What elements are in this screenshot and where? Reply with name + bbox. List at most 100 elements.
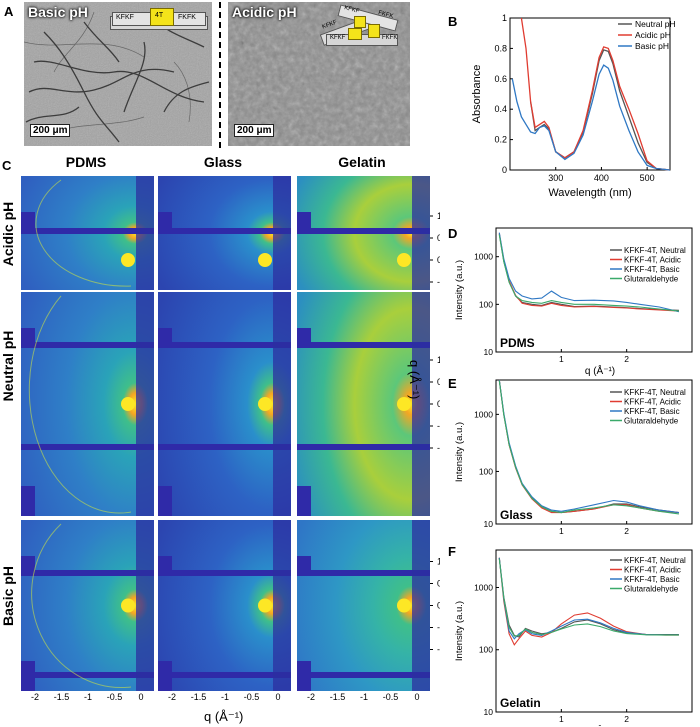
detector-block bbox=[21, 661, 35, 691]
chart-E-ytick-label: 1000 bbox=[474, 409, 493, 419]
chart-E-legend-label: KFKF-4T, Neutral bbox=[624, 388, 686, 397]
chart-E-ytick-label: 10 bbox=[484, 519, 494, 529]
chart-D-ytick-label: 100 bbox=[479, 299, 493, 309]
chart-b-xlabel: Wavelength (nm) bbox=[548, 187, 631, 199]
chart-D-xtick-label: 2 bbox=[624, 354, 629, 364]
thiophene-core-text: 4T bbox=[155, 12, 164, 19]
panel-a-divider bbox=[219, 2, 221, 148]
chart-F-xlabel: q (Å⁻¹) bbox=[585, 724, 615, 726]
beamstop-shadow bbox=[136, 176, 154, 290]
scale-bar-basic: 200 μm bbox=[30, 124, 71, 137]
waxs-right-tick-label: 0 bbox=[437, 601, 440, 611]
waxs-bottom-tick-label: -1 bbox=[84, 692, 92, 702]
chart-D-frame bbox=[495, 227, 693, 353]
scale-bar-acidic: 200 μm bbox=[234, 124, 275, 137]
waxs-right-tick-label: -1 bbox=[437, 645, 440, 655]
waxs-right-tick-label: 0.5 bbox=[437, 377, 440, 387]
chart-b-ytick-label: 0 bbox=[502, 165, 507, 175]
detector-gap bbox=[158, 228, 291, 234]
beamstop-shadow bbox=[412, 176, 430, 290]
chart-F-substrate-label: Gelatin bbox=[500, 696, 541, 710]
beam-center bbox=[397, 397, 411, 411]
waxs-panel-r0-c1 bbox=[158, 176, 291, 290]
waxs-right-tick-label: -0.5 bbox=[437, 277, 440, 287]
waxs-grid: 1 0.5 0 -0.5 1 0.5 0 -0.5 -1 1 0.5 0 -0.5 -1 -2 -1.5 -1 -… bbox=[21, 176, 440, 702]
chart-F-ytick-label: 1000 bbox=[474, 582, 493, 592]
chart-F-legend-label: KFKF-4T, Neutral bbox=[624, 556, 686, 565]
chart-F-series-3 bbox=[498, 558, 679, 637]
beam-center bbox=[121, 253, 135, 267]
waxs-bottom-tick-label: -1.5 bbox=[330, 692, 346, 702]
detector-block bbox=[21, 328, 35, 344]
chart-E-ylabel: Intensity (a.u.) bbox=[454, 422, 465, 482]
diffraction-ring bbox=[35, 179, 132, 287]
column-header-gelatin: Gelatin bbox=[338, 154, 386, 170]
detector-gap bbox=[297, 342, 430, 348]
chart-D-ytick-label: 10 bbox=[484, 347, 494, 357]
chart-D-legend-label: KFKF-4T, Neutral bbox=[624, 246, 686, 255]
diffraction-ring bbox=[28, 295, 132, 514]
detector-block bbox=[297, 328, 311, 344]
panel-d-label: D bbox=[448, 226, 458, 241]
waxs-right-tick-label: 0.5 bbox=[437, 579, 440, 589]
waxs-right-tick-label: 0 bbox=[437, 399, 440, 409]
peptide-schematic-basic: KFKF FKFK 4T bbox=[110, 8, 208, 30]
chart-F-xtick-label: 2 bbox=[624, 714, 629, 724]
chart-b-ytick-label: 1 bbox=[502, 13, 507, 23]
peptide-acidic-text-2: FKFK bbox=[382, 35, 398, 41]
chart-D-series-3 bbox=[498, 234, 679, 312]
chart-b-xtick-label: 300 bbox=[548, 173, 563, 183]
waxs-panel-r1-c0 bbox=[21, 292, 154, 516]
waxs-right-tick-label: 0.5 bbox=[437, 233, 440, 243]
panel-a-label: A bbox=[4, 4, 14, 19]
detector-gap bbox=[158, 672, 291, 678]
micrograph-acidic-title: Acidic pH bbox=[232, 4, 297, 20]
waxs-right-tick-label: 1 bbox=[437, 557, 440, 567]
beamstop-shadow bbox=[136, 520, 154, 691]
beamstop-shadow bbox=[273, 520, 291, 691]
waxs-bottom-tick-label: -0.5 bbox=[107, 692, 123, 702]
waxs-right-tick-label: 1 bbox=[437, 211, 440, 221]
chart-F-series-2 bbox=[498, 557, 679, 640]
waxs-ylabel: q (Å⁻¹) bbox=[407, 360, 422, 400]
beam-center bbox=[121, 598, 135, 613]
detector-block bbox=[158, 661, 172, 691]
waxs-panel-r2-c1 bbox=[158, 520, 291, 691]
waxs-right-tick-label: -0.5 bbox=[437, 421, 440, 431]
panel-e-label: E bbox=[448, 376, 457, 391]
beam-center bbox=[397, 598, 411, 613]
diffraction-ring bbox=[31, 523, 132, 688]
micrograph-basic-title: Basic pH bbox=[28, 4, 88, 20]
waxs-panel-r2-c0 bbox=[21, 520, 154, 691]
chart-F-legend-label: Glutaraldehyde bbox=[624, 585, 679, 594]
chart-b-ylabel: Absorbance bbox=[471, 65, 483, 124]
chart-b-ytick-label: 0.4 bbox=[494, 104, 507, 114]
chart-b-frame bbox=[509, 17, 671, 171]
detector-block bbox=[21, 486, 35, 516]
chart-D-xlabel: q (Å⁻¹) bbox=[585, 364, 615, 377]
chart-F-xtick-label: 1 bbox=[559, 714, 564, 724]
chart-b-series-2 bbox=[511, 64, 671, 171]
detector-gap bbox=[297, 672, 430, 678]
saxs-chart-gelatin: 10 100 1000 1 2 q (Å⁻¹) Intensity (a.u.) Gelati… bbox=[454, 549, 693, 726]
chart-b-xtick-label: 500 bbox=[640, 173, 655, 183]
absorbance-chart: 300 400 500 0 0.2 0.4 0.6 0.8 1 Wavelength (nm) Ab… bbox=[471, 13, 676, 199]
waxs-xlabel: q (Å⁻¹) bbox=[204, 709, 244, 724]
column-header-glass: Glass bbox=[203, 154, 243, 170]
chart-F-frame bbox=[495, 549, 693, 713]
detector-block bbox=[297, 212, 311, 228]
detector-gap bbox=[21, 228, 154, 234]
chart-E-substrate-label: Glass bbox=[500, 508, 533, 522]
detector-gap bbox=[158, 570, 291, 576]
detector-block bbox=[158, 212, 172, 228]
chart-E-xtick-label: 1 bbox=[559, 526, 564, 534]
chart-D-legend-label: Glutaraldehyde bbox=[624, 275, 679, 284]
chart-b-ytick-label: 0.6 bbox=[494, 74, 507, 84]
panel-b-label: B bbox=[448, 14, 458, 29]
waxs-bottom-tick-label: -2 bbox=[168, 692, 176, 702]
waxs-bottom-tick-label: -1.5 bbox=[191, 692, 207, 702]
detector-gap bbox=[21, 570, 154, 576]
waxs-panel-r1-c1 bbox=[158, 292, 291, 516]
detector-block bbox=[297, 556, 311, 572]
